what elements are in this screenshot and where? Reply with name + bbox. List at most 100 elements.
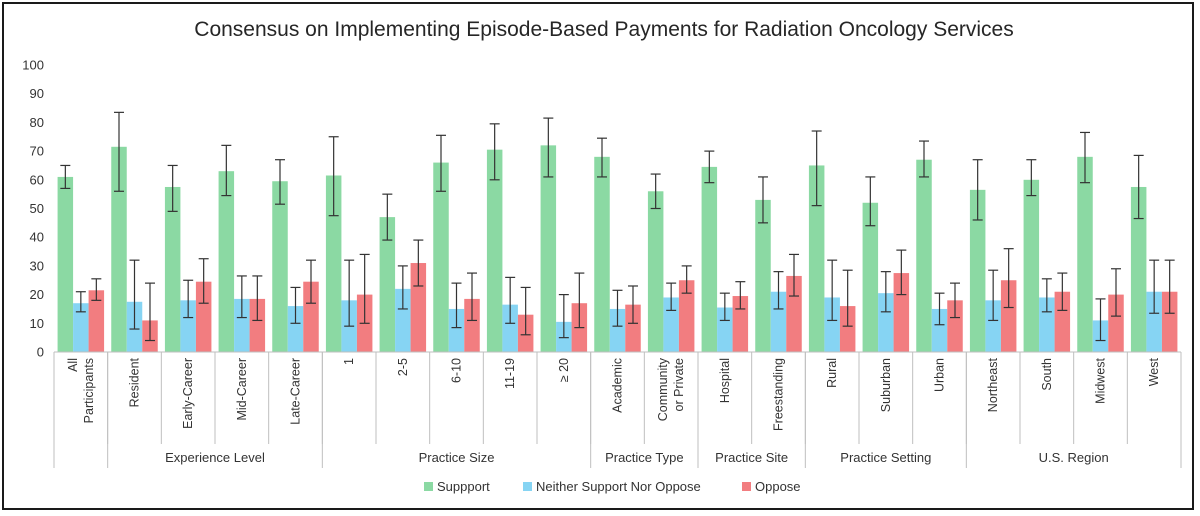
group-label: Practice Site [715,450,788,465]
bar-support [862,202,879,352]
error-bar-neither [129,259,140,330]
category-label: Suburban [879,358,893,412]
error-bar-oppose [574,272,585,329]
error-bar-oppose [628,285,638,324]
error-bar-oppose [359,253,370,324]
bar-support [1077,156,1093,352]
bar-oppose [88,290,105,352]
bar-oppose [195,281,212,352]
error-bar-neither [344,259,355,327]
category-label: 1 [342,358,356,365]
bar-neither [609,308,626,352]
bar-neither [824,297,840,352]
error-bar-oppose [1057,272,1068,311]
bar-oppose [1000,280,1017,352]
category-label: ≥ 20 [557,358,571,382]
category-label: Urban [933,358,947,392]
bar-support [755,199,771,352]
error-bar-neither [75,291,86,313]
category-label: or Private [672,358,686,412]
group-label: Experience Level [165,450,265,465]
bar-neither [717,307,733,352]
error-bar-oppose [91,278,102,301]
error-bar-support [1026,159,1037,197]
bar-oppose [1054,291,1071,352]
legend-swatch-neither [523,482,532,491]
bar-oppose [839,306,856,352]
y-tick-label: 30 [30,258,44,273]
category-label: Rural [825,358,839,388]
category-label: West [1147,357,1161,386]
category-label: All [66,358,80,372]
bar-oppose [303,281,319,352]
error-bar-support [221,144,232,197]
error-bar-neither [666,282,677,311]
y-tick-label: 0 [37,345,44,360]
bar-neither [234,298,250,352]
error-bar-support [167,164,178,212]
y-tick-label: 40 [30,230,44,245]
error-bar-oppose [735,281,746,310]
error-bar-support [543,117,554,178]
bar-support [379,217,396,352]
category-label: Late-Career [289,358,303,425]
error-bar-oppose [789,253,799,297]
error-bar-support [1080,131,1090,184]
y-tick-label: 50 [30,201,44,216]
error-bar-support [60,164,71,190]
error-bar-neither [236,275,247,319]
bar-support [808,165,825,352]
bar-oppose [947,300,963,352]
bar-support [325,175,342,352]
legend-swatch-support [424,482,433,491]
error-bar-support [114,111,124,192]
y-tick-label: 20 [30,287,44,302]
bar-support [272,181,288,352]
legend-swatch-oppose [742,482,751,491]
error-bar-support [382,193,393,241]
bar-support [57,176,74,352]
error-bar-oppose [681,265,692,294]
bar-support [701,166,718,352]
category-label: Freestanding [772,358,786,431]
error-bar-neither [1149,259,1160,314]
error-bar-oppose [306,259,316,304]
error-bar-neither [1041,278,1052,313]
error-bar-neither [612,289,623,327]
error-bar-neither [773,271,784,310]
bar-support [164,186,181,352]
y-tick-label: 70 [30,144,44,159]
bar-neither [985,300,1001,352]
legend-label-neither: Neither Support Nor Oppose [536,479,701,494]
bar-oppose [678,280,695,352]
category-label: Mid-Career [235,358,249,421]
error-bar-neither [451,282,462,329]
bar-support [1130,186,1147,352]
category-label: 11-19 [503,358,517,389]
bar-neither [448,308,465,352]
bar-oppose [893,273,910,352]
error-bar-neither [183,279,194,319]
group-label: U.S. Region [1039,450,1109,465]
category-label: Midwest [1094,357,1108,403]
bar-neither [502,304,518,352]
error-bar-support [597,137,607,178]
bar-support [647,191,664,352]
bar-oppose [249,298,266,352]
bar-neither [180,300,196,352]
bar-neither [878,293,894,352]
bar-support [218,171,235,352]
category-label: Resident [128,357,142,407]
error-bar-oppose [1003,248,1014,309]
group-label: Practice Type [605,450,684,465]
error-bar-support [919,140,929,178]
bar-neither [1039,297,1055,352]
legend-label-oppose: Oppose [755,479,801,494]
bar-support [594,156,610,352]
bar-support [969,189,986,352]
error-bar-support [328,136,339,217]
bar-neither [663,297,679,352]
y-tick-label: 100 [22,58,44,73]
bar-chart: Consensus on Implementing Episode-Based … [22,18,1182,494]
category-label: Participants [82,358,96,423]
